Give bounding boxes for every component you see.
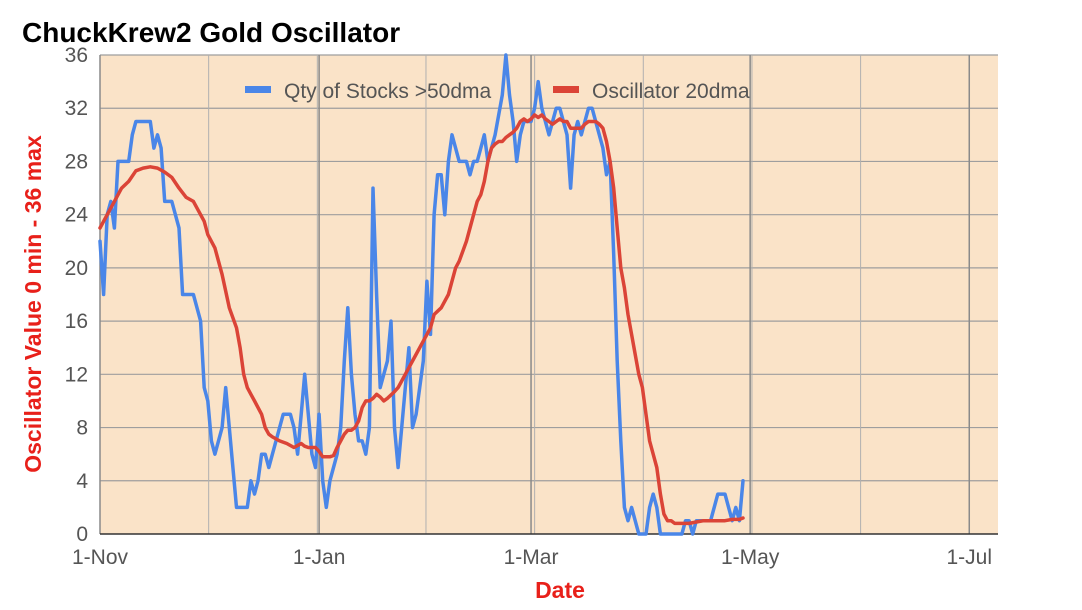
series-line-0 — [98, 53, 745, 536]
y-tick-label: 16 — [65, 310, 88, 333]
y-tick-label: 12 — [65, 363, 88, 386]
series-lines — [98, 53, 745, 536]
legend: Qty of Stocks >50dma Oscillator 20dma — [245, 80, 750, 103]
y-tick-label: 8 — [76, 417, 88, 440]
legend-swatch-stocks — [245, 86, 271, 93]
y-tick-label: 0 — [76, 523, 88, 546]
x-tick-label: 1-Nov — [72, 546, 129, 569]
y-tick-label: 20 — [65, 257, 88, 280]
legend-label-oscillator: Oscillator 20dma — [592, 80, 750, 103]
x-tick-label: 1-May — [721, 546, 780, 569]
x-axis-ticks: 1-Nov 1-Jan 1-Mar 1-May 1-Jul — [72, 546, 992, 569]
chart-title: ChuckKrew2 Gold Oscillator — [22, 17, 400, 48]
plot-area — [100, 55, 998, 534]
x-tick-label: 1-Jan — [293, 546, 346, 569]
x-tick-label: 1-Jul — [946, 546, 992, 569]
y-tick-label: 32 — [65, 97, 88, 120]
y-tick-label: 28 — [65, 150, 88, 173]
y-axis-ticks: 0 4 8 12 16 20 24 28 32 36 — [65, 44, 89, 546]
y-tick-label: 36 — [65, 44, 88, 67]
legend-label-stocks: Qty of Stocks >50dma — [284, 80, 492, 103]
y-tick-label: 24 — [65, 204, 89, 227]
x-tick-label: 1-Mar — [504, 546, 559, 569]
series-line-1 — [98, 113, 745, 526]
y-axis-title: Oscillator Value 0 min - 36 max — [20, 135, 46, 473]
legend-swatch-oscillator — [553, 86, 579, 93]
x-axis-title: Date — [535, 577, 585, 603]
y-tick-label: 4 — [76, 470, 88, 493]
